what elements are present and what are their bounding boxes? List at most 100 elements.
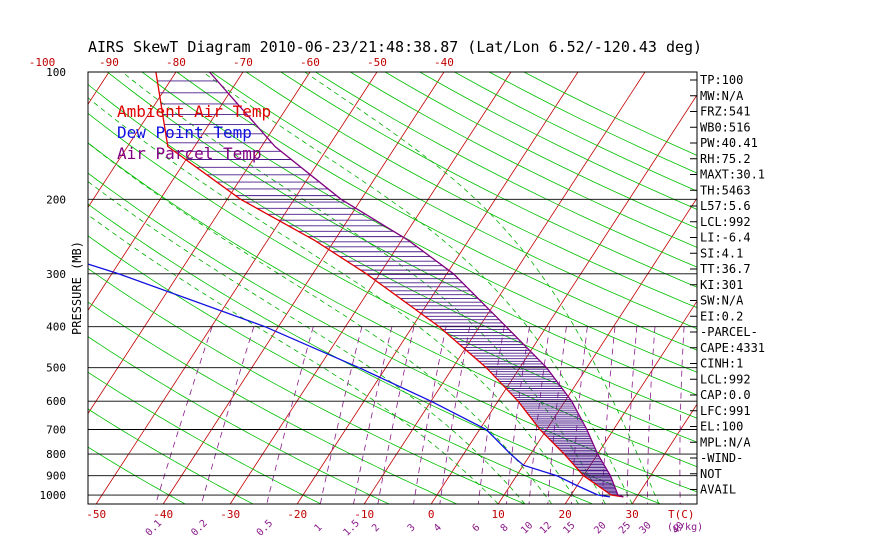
dry-adiabat-line bbox=[350, 72, 697, 248]
mixing-ratio-line bbox=[266, 326, 314, 504]
legend-entry: Ambient Air Temp bbox=[117, 102, 271, 121]
dry-adiabat-line bbox=[280, 72, 697, 288]
stat-entry: CINH:1 bbox=[700, 357, 743, 371]
pressure-tick-label: 500 bbox=[46, 362, 66, 375]
dry-adiabat-line bbox=[88, 172, 697, 493]
pressure-tick-label: 900 bbox=[46, 470, 66, 483]
stat-entry: LCL:992 bbox=[700, 215, 751, 229]
stat-entry: WB0:516 bbox=[700, 120, 751, 134]
stat-entry: LCL:992 bbox=[700, 372, 751, 386]
mixing-ratio-line bbox=[547, 326, 567, 504]
mixing-ratio-tick-label: 6 bbox=[470, 522, 482, 534]
isotherm-line bbox=[766, 72, 870, 504]
ambient-temp-line bbox=[155, 72, 624, 498]
bottom-temp-tick-label: -10 bbox=[354, 508, 374, 521]
mixing-ratio-axis-label: (g/kg) bbox=[667, 522, 703, 533]
top-temp-tick-label: -80 bbox=[166, 56, 186, 69]
moist-adiabat-line bbox=[202, 72, 633, 504]
moist-adiabat-line bbox=[304, 72, 660, 504]
stat-entry: AVAIL bbox=[700, 483, 736, 497]
stat-entry: CAPE:4331 bbox=[700, 341, 765, 355]
mixing-ratio-tick-label: 3 bbox=[406, 522, 418, 534]
stat-entry: RH:75.2 bbox=[700, 152, 751, 166]
top-temp-tick-label: -90 bbox=[99, 56, 119, 69]
dry-adiabat-line bbox=[211, 72, 697, 330]
isotherm-line bbox=[430, 94, 697, 504]
dry-adiabat-line bbox=[454, 72, 697, 192]
y-axis-label: PRESSURE (MB) bbox=[70, 241, 84, 335]
mixing-ratio-line bbox=[353, 326, 393, 504]
parcel-temp-line bbox=[209, 72, 624, 498]
isotherm-line bbox=[88, 72, 110, 106]
moist-adiabat-line bbox=[88, 214, 499, 504]
stat-entry: KI:301 bbox=[700, 278, 743, 292]
mixing-ratio-tick-label: 15 bbox=[561, 520, 577, 536]
dry-adiabat-line bbox=[419, 72, 697, 210]
dry-adiabat-line bbox=[88, 301, 458, 504]
dry-adiabat-line bbox=[88, 446, 186, 504]
dry-adiabat-line bbox=[88, 83, 697, 419]
isotherm-line bbox=[88, 72, 177, 209]
top-temp-tick-label: -40 bbox=[434, 56, 454, 69]
isotherm-line bbox=[95, 72, 378, 504]
stat-entry: FRZ:541 bbox=[700, 105, 751, 119]
dry-adiabat-line bbox=[88, 112, 697, 443]
stat-entry: NOT bbox=[700, 467, 722, 481]
mixing-ratio-tick-label: 0.1 bbox=[144, 518, 165, 539]
moist-adiabat-line bbox=[88, 181, 526, 504]
stat-entry: LFC:991 bbox=[700, 404, 751, 418]
top-temp-tick-label: -60 bbox=[300, 56, 320, 69]
isotherm-line bbox=[296, 72, 579, 504]
pressure-tick-label: 100 bbox=[46, 66, 66, 79]
isotherm-line bbox=[0, 72, 42, 504]
mixing-ratio-tick-label: 12 bbox=[538, 520, 554, 536]
mixing-ratio-tick-label: 25 bbox=[617, 520, 633, 536]
mixing-ratio-line bbox=[679, 326, 685, 504]
mixing-ratio-tick-label: 1.5 bbox=[341, 518, 362, 539]
dry-adiabat-line bbox=[315, 72, 697, 268]
bottom-temp-tick-label: 0 bbox=[428, 508, 435, 521]
dry-adiabat-line bbox=[88, 203, 661, 504]
stat-entry: PW:40.41 bbox=[700, 136, 758, 150]
pressure-tick-label: 200 bbox=[46, 193, 66, 206]
mixing-ratio-line bbox=[439, 326, 471, 504]
isotherm-line bbox=[564, 300, 697, 504]
mixing-ratio-tick-label: 10 bbox=[519, 520, 535, 536]
legend-entry: Air Parcel Temp bbox=[117, 144, 262, 163]
stat-entry: MAXT:30.1 bbox=[700, 168, 765, 182]
mixing-ratio-tick-label: 8 bbox=[499, 522, 511, 534]
isotherm-line bbox=[162, 72, 445, 504]
dry-adiabat-line bbox=[88, 268, 525, 504]
stat-entry: CAP:0.0 bbox=[700, 388, 751, 402]
mixing-ratio-line bbox=[377, 326, 415, 504]
legend-entry: Dew Point Temp bbox=[117, 123, 252, 142]
mixing-ratio-tick-label: 1 bbox=[313, 522, 325, 534]
bottom-temp-tick-label: -40 bbox=[153, 508, 173, 521]
mixing-ratio-tick-label: 4 bbox=[432, 522, 444, 534]
isotherm-line bbox=[88, 72, 311, 415]
bottom-temp-tick-label: 10 bbox=[492, 508, 505, 521]
dry-adiabat-line bbox=[245, 72, 697, 309]
dry-adiabat-line bbox=[107, 72, 697, 396]
bottom-temp-tick-label: -20 bbox=[287, 508, 307, 521]
mixing-ratio-line bbox=[201, 326, 255, 504]
stat-entry: TT:36.7 bbox=[700, 262, 751, 276]
pressure-tick-label: 1000 bbox=[40, 489, 67, 502]
stat-entry: EL:100 bbox=[700, 420, 743, 434]
stat-entry: MW:N/A bbox=[700, 89, 744, 103]
pressure-tick-label: 700 bbox=[46, 424, 66, 437]
isotherm-line bbox=[631, 403, 697, 504]
bottom-temp-tick-label: -50 bbox=[86, 508, 106, 521]
stat-entry: EI:0.2 bbox=[700, 309, 743, 323]
mixing-ratio-line bbox=[155, 326, 213, 504]
stat-entry: -PARCEL- bbox=[700, 325, 758, 339]
stat-entry: TH:5463 bbox=[700, 183, 751, 197]
stat-entry: MPL:N/A bbox=[700, 435, 751, 449]
pressure-tick-label: 300 bbox=[46, 268, 66, 281]
mixing-ratio-tick-label: 20 bbox=[592, 520, 608, 536]
dry-adiabat-line bbox=[88, 371, 322, 504]
plot-frame bbox=[87, 71, 698, 505]
mixing-ratio-line bbox=[477, 326, 505, 504]
isotherm-line bbox=[497, 197, 697, 504]
